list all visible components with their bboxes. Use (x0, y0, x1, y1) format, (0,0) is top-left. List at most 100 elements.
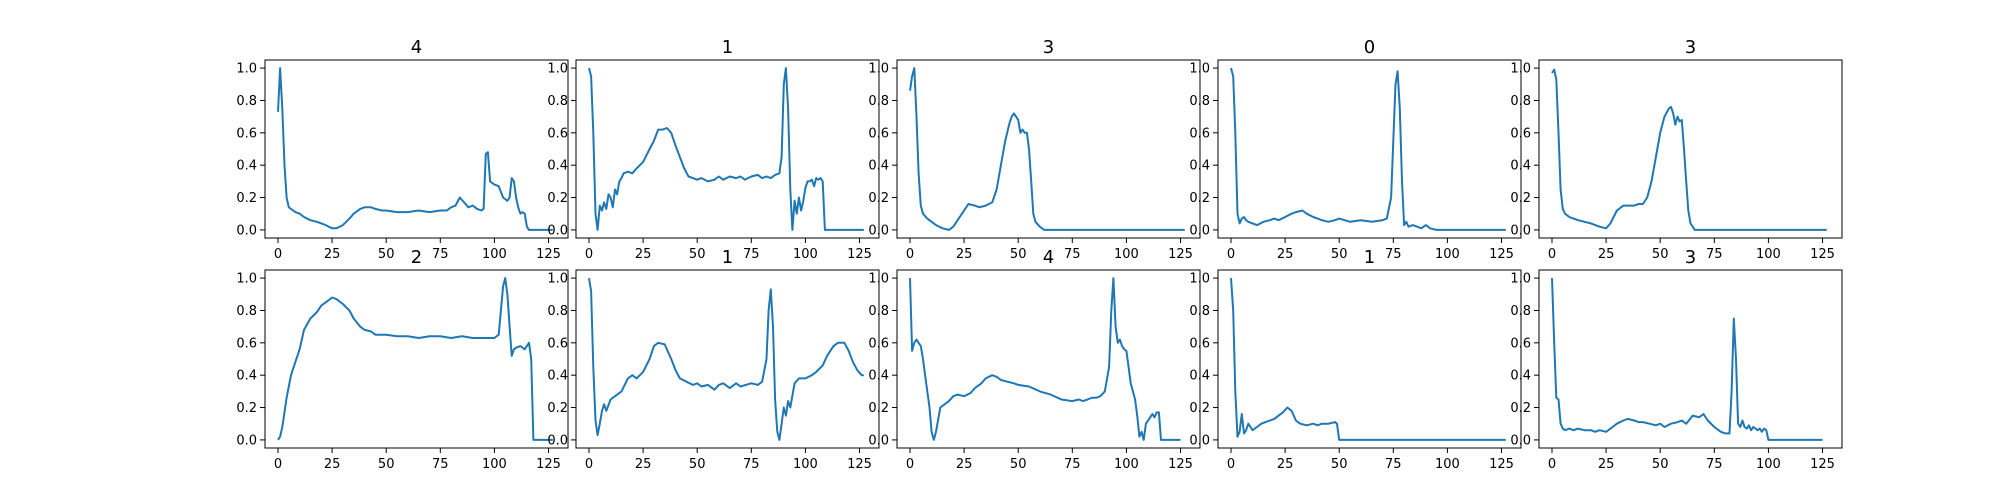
y-tick-label: 0.4 (1189, 159, 1210, 174)
y-tick-label: 0.0 (547, 223, 568, 238)
series-line (1551, 278, 1823, 441)
x-tick-label: 0 (1548, 247, 1556, 262)
y-tick-label: 0.6 (1189, 336, 1210, 351)
x-tick-label: 100 (793, 457, 818, 472)
axes-frame (896, 59, 1201, 239)
x-tick-label: 75 (1706, 247, 1723, 262)
x-tick-label: 100 (1756, 247, 1781, 262)
y-tick-label: 0.6 (547, 336, 568, 351)
y-tick-label: 0.2 (547, 191, 568, 206)
x-tick-label: 50 (689, 247, 706, 262)
x-tick-label: 75 (743, 457, 760, 472)
x-tick-label: 125 (847, 247, 872, 262)
x-tick-label: 0 (1227, 247, 1235, 262)
y-tick-label: 0.4 (1510, 369, 1531, 384)
series-line (1230, 278, 1506, 441)
subplot-title: 2 (411, 247, 422, 268)
x-tick-label: 25 (324, 247, 341, 262)
x-tick-label: 50 (378, 457, 395, 472)
y-tick-label: 1.0 (1189, 62, 1210, 77)
y-tick-label: 0.2 (1189, 401, 1210, 416)
x-tick-label: 25 (635, 247, 652, 262)
axes-frame (575, 59, 880, 239)
y-tick-label: 0.6 (868, 336, 889, 351)
y-tick-label: 0.6 (868, 126, 889, 141)
x-tick-label: 25 (1598, 247, 1615, 262)
y-tick-label: 1.0 (868, 272, 889, 287)
y-tick-label: 0.6 (236, 126, 257, 141)
subplot-title: 0 (1364, 37, 1375, 58)
y-tick-label: 0.2 (547, 401, 568, 416)
y-tick-label: 0.0 (1510, 433, 1531, 448)
y-tick-label: 0.6 (547, 126, 568, 141)
x-tick-label: 100 (482, 247, 507, 262)
x-tick-label: 100 (1756, 457, 1781, 472)
y-tick-label: 0.4 (868, 369, 889, 384)
series-line (277, 277, 553, 441)
y-tick-label: 0.4 (547, 369, 568, 384)
subplot-1: 4 0 25 50 75 100 125 0.0 0.2 0.4 0.6 0.8 1.0 (236, 37, 569, 262)
axes-frame (264, 269, 569, 449)
y-tick-label: 0.4 (868, 159, 889, 174)
x-tick-label: 125 (1168, 247, 1193, 262)
subplot-title: 3 (1043, 37, 1054, 58)
y-tick-label: 0.4 (1510, 159, 1531, 174)
axes-frame (896, 269, 1201, 449)
subplot-title: 1 (722, 247, 733, 268)
subplot-10: 3 0 25 50 75 100 125 0.0 0.2 0.4 0.6 0.8 1.0 (1510, 247, 1843, 472)
y-tick-label: 0.8 (1189, 304, 1210, 319)
series-line (588, 67, 864, 231)
y-tick-label: 0.8 (1510, 304, 1531, 319)
y-tick-label: 0.2 (868, 401, 889, 416)
y-tick-label: 0.4 (236, 159, 257, 174)
y-tick-label: 0.4 (547, 159, 568, 174)
y-tick-label: 0.6 (1510, 126, 1531, 141)
x-tick-label: 25 (1277, 247, 1294, 262)
subplot-5: 3 0 25 50 75 100 125 0.0 0.2 0.4 0.6 0.8 1.0 (1510, 37, 1843, 262)
x-tick-label: 100 (482, 457, 507, 472)
y-tick-label: 0.0 (236, 433, 257, 448)
subplot-2: 1 0 25 50 75 100 125 0.0 0.2 0.4 0.6 0.8 1.0 (547, 37, 880, 262)
x-tick-label: 75 (1706, 457, 1723, 472)
y-tick-label: 1.0 (547, 62, 568, 77)
x-tick-label: 0 (585, 247, 593, 262)
x-tick-label: 125 (847, 457, 872, 472)
y-tick-label: 0.4 (1189, 369, 1210, 384)
x-tick-label: 125 (536, 457, 561, 472)
x-tick-label: 0 (906, 247, 914, 262)
y-tick-label: 0.0 (1189, 433, 1210, 448)
subplot-title: 1 (1364, 247, 1375, 268)
subplot-8: 4 0 25 50 75 100 125 0.0 0.2 0.4 0.6 0.8 1.0 (868, 247, 1201, 472)
series-line (1230, 67, 1506, 231)
y-tick-label: 0.8 (547, 94, 568, 109)
y-tick-label: 0.8 (236, 304, 257, 319)
x-tick-label: 100 (793, 247, 818, 262)
y-tick-label: 1.0 (1510, 272, 1531, 287)
x-tick-label: 50 (1010, 457, 1027, 472)
axes-frame (1217, 59, 1522, 239)
x-tick-label: 0 (274, 247, 282, 262)
subplot-title: 4 (1043, 247, 1054, 268)
subplot-9: 1 0 25 50 75 100 125 0.0 0.2 0.4 0.6 0.8 1.0 (1189, 247, 1522, 472)
series-line (588, 277, 864, 441)
y-tick-label: 0.8 (1510, 94, 1531, 109)
x-tick-label: 25 (324, 457, 341, 472)
subplot-7: 1 0 25 50 75 100 125 0.0 0.2 0.4 0.6 0.8 1.0 (547, 247, 880, 472)
y-tick-label: 0.0 (547, 433, 568, 448)
y-tick-label: 1.0 (1189, 272, 1210, 287)
x-tick-label: 0 (1548, 457, 1556, 472)
x-tick-label: 75 (432, 247, 449, 262)
x-tick-label: 100 (1435, 247, 1460, 262)
subplot-title: 4 (411, 37, 422, 58)
x-tick-label: 25 (956, 247, 973, 262)
axes-frame (1538, 59, 1843, 239)
y-tick-label: 0.0 (1510, 223, 1531, 238)
y-tick-label: 0.2 (868, 191, 889, 206)
axes-frame (1538, 269, 1843, 449)
y-tick-label: 0.4 (236, 369, 257, 384)
x-tick-label: 125 (536, 247, 561, 262)
series-line (277, 67, 553, 231)
x-tick-label: 75 (1064, 247, 1081, 262)
x-tick-label: 125 (1810, 457, 1835, 472)
